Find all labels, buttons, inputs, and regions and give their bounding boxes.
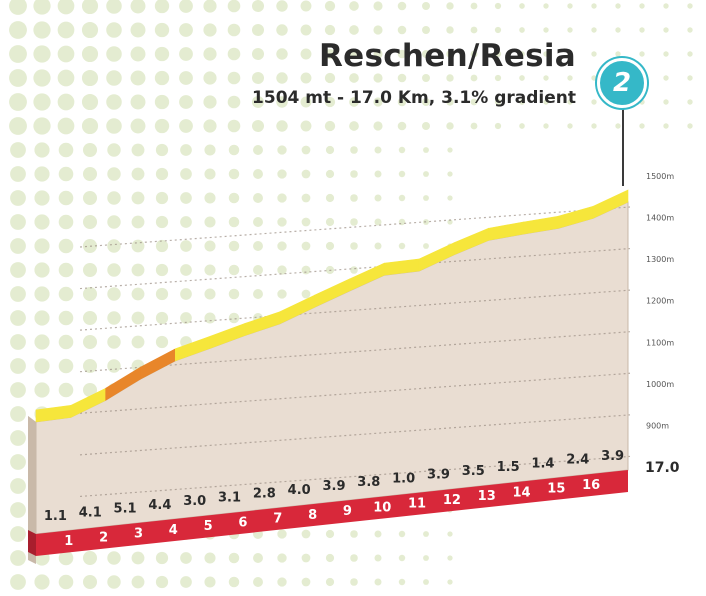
- stage-badge: 2: [597, 58, 647, 108]
- gradient-label: 3.9: [322, 479, 345, 494]
- y-tick-label: 1300m: [646, 255, 674, 264]
- y-tick-label: 1000m: [646, 380, 674, 389]
- mountain-end-cap: [28, 415, 36, 564]
- gradient-label: 3.0: [183, 494, 206, 509]
- gridline: [79, 289, 631, 331]
- gradient-label: 3.9: [427, 468, 450, 483]
- y-tick-label: 1200m: [646, 297, 674, 306]
- gradient-label: 3.5: [462, 464, 485, 479]
- gridline: [79, 455, 631, 498]
- y-tick-label: 1400m: [646, 214, 674, 223]
- km-label: 16: [582, 478, 600, 493]
- km-label: 5: [204, 519, 213, 534]
- km-band-cap: [28, 530, 36, 556]
- km-label: 4: [169, 523, 178, 538]
- km-label: 13: [478, 489, 496, 504]
- km-label: 8: [308, 508, 317, 523]
- gradient-label: 2.4: [566, 453, 589, 468]
- y-tick-label: 1100m: [646, 338, 674, 347]
- chart-title: Reschen/Resia: [318, 38, 576, 74]
- km-label: 3: [134, 527, 143, 542]
- km-band: [36, 470, 628, 556]
- km-label: 9: [343, 504, 352, 519]
- km-label: 1: [64, 534, 73, 549]
- gridline: [79, 414, 631, 456]
- chart-subtitle: 1504 mt - 17.0 Km, 3.1% gradient: [252, 88, 576, 108]
- km-label: 2: [99, 530, 108, 545]
- y-tick-label: 900m: [646, 421, 669, 430]
- gradient-label: 4.4: [148, 498, 171, 513]
- km-label: 14: [512, 485, 530, 500]
- gridline: [79, 206, 631, 248]
- gradient-label: 1.5: [497, 460, 520, 475]
- gridline: [79, 247, 631, 290]
- gradient-label: 1.1: [44, 509, 67, 524]
- km-label: 6: [238, 515, 247, 530]
- gridline: [79, 331, 631, 373]
- gradient-label: 4.1: [79, 505, 102, 520]
- km-label: 7: [273, 512, 282, 527]
- gradient-label: 1.4: [531, 456, 554, 471]
- gradient-label: 4.0: [288, 483, 311, 498]
- gradient-label: 3.8: [357, 475, 380, 490]
- gradient-label: 3.1: [218, 490, 241, 505]
- gradient-label: 2.8: [253, 487, 276, 502]
- profile-segment: [592, 189, 629, 219]
- km-label: 11: [408, 497, 426, 512]
- gradient-label: 1.0: [392, 471, 415, 486]
- km-label: 12: [443, 493, 461, 508]
- km-label: 10: [373, 500, 391, 515]
- gradient-label: 3.9: [601, 449, 624, 464]
- total-distance-label: 17.0: [645, 460, 680, 476]
- km-label: 15: [547, 482, 565, 497]
- gridline: [79, 372, 631, 414]
- y-tick-label: 1500m: [646, 172, 674, 181]
- gradient-label: 5.1: [114, 502, 137, 517]
